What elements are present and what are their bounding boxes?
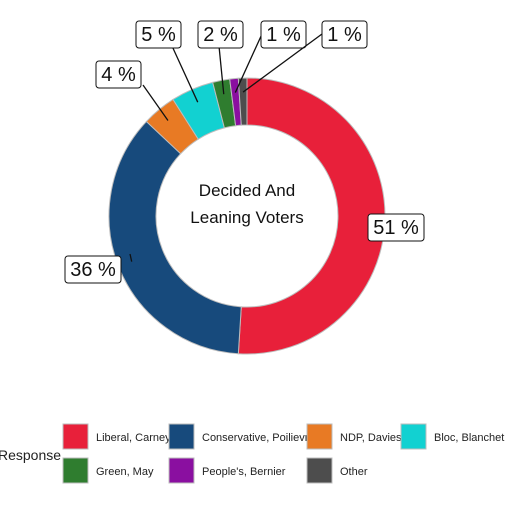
legend-label: Liberal, Carney — [96, 432, 171, 444]
leader-line — [218, 45, 225, 95]
legend-swatch — [400, 423, 427, 450]
legend-swatch — [62, 423, 89, 450]
data-label-box — [197, 20, 244, 49]
data-label-box — [135, 20, 182, 49]
data-label-box — [321, 20, 368, 49]
leader-line — [142, 84, 169, 121]
legend-label: Other — [340, 466, 368, 478]
legend-swatch — [306, 423, 333, 450]
legend-swatch — [168, 457, 195, 484]
data-label-box — [95, 60, 142, 89]
slice-liberal-carney — [237, 77, 386, 355]
legend-label: Green, May — [96, 466, 154, 478]
data-label-box — [260, 20, 307, 49]
leader-line — [171, 45, 199, 103]
legend-item-conservative-poilievre: Conservative, Poilievre — [168, 423, 315, 450]
leader-line — [234, 33, 263, 93]
leader-line — [242, 33, 323, 93]
data-label-green-may: 2 % — [203, 24, 238, 46]
leader-line — [129, 253, 133, 262]
legend-label: People's, Bernier — [202, 466, 286, 478]
legend-item-bloc-blanchet: Bloc, Blanchet — [400, 423, 504, 450]
data-label-bloc-blanchet: 5 % — [141, 24, 176, 46]
legend-swatch — [62, 457, 89, 484]
legend-swatch — [306, 457, 333, 484]
data-label-box — [367, 213, 425, 242]
data-label-conservative-poilievre: 36 % — [70, 259, 116, 281]
data-label-ndp-davies: 4 % — [101, 64, 136, 86]
slice-conservative-poilievre — [108, 120, 242, 355]
data-label-liberal-carney: 51 % — [373, 217, 419, 239]
legend-label: NDP, Davies — [340, 432, 402, 444]
legend-item-liberal-carney: Liberal, Carney — [62, 423, 171, 450]
legend-title: Response — [0, 447, 61, 463]
legend-item-ndp-davies: NDP, Davies — [306, 423, 402, 450]
data-label-people-s-bernier: 1 % — [266, 24, 301, 46]
data-label-box — [64, 255, 122, 284]
legend-label: Bloc, Blanchet — [434, 432, 504, 444]
legend-label: Conservative, Poilievre — [202, 432, 315, 444]
legend-item-people-s-bernier: People's, Bernier — [168, 457, 286, 484]
legend-item-green-may: Green, May — [62, 457, 154, 484]
legend-item-other: Other — [306, 457, 368, 484]
center-text-line: Leaning Voters — [190, 208, 303, 227]
data-label-other: 1 % — [327, 24, 362, 46]
legend-swatch — [168, 423, 195, 450]
center-text-line: Decided And — [199, 181, 295, 200]
